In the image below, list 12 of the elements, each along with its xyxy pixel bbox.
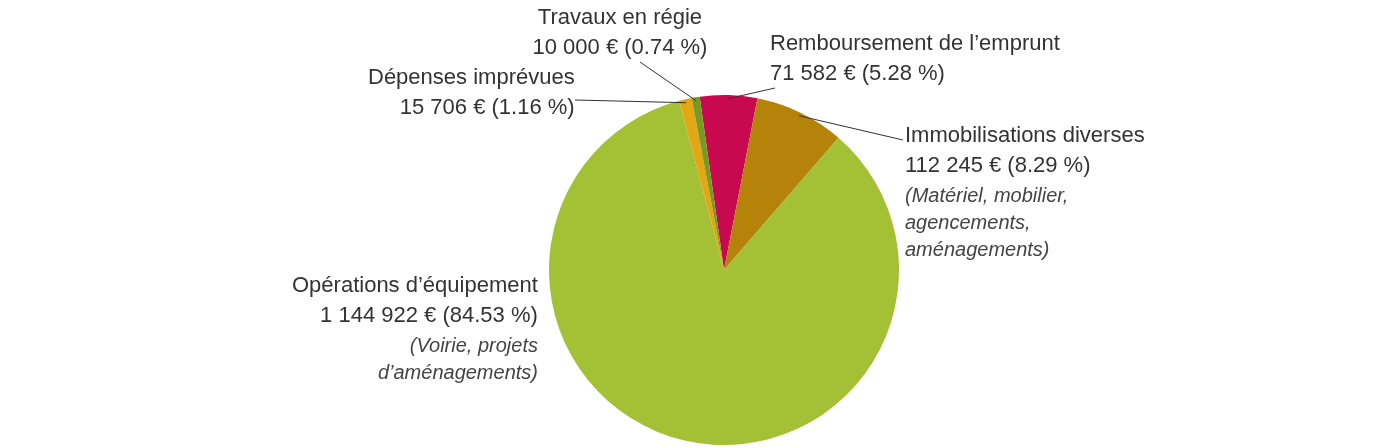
slice-label: Travaux en régie — [536, 3, 704, 31]
data-label: 71 582 € (5.28 %) — [770, 59, 946, 87]
data-label: 15 706 € (1.16 %) — [398, 93, 575, 121]
slice-label: Remboursement de l’emprunt — [770, 29, 1060, 57]
text: (Matériel, mobilier, agencements, aménagements) — [905, 183, 1070, 262]
data-label: 10 000 € (0.74 %) — [532, 33, 708, 61]
slice-label: Immobilisations diverses — [905, 121, 1145, 149]
slice-label: Opérations d’équipement — [292, 271, 538, 299]
text: (Voirie, projets d’aménagements) — [376, 333, 538, 385]
slice-label: Dépenses imprévues — [368, 63, 575, 91]
data-label: 1 144 922 € (84.53 %) — [319, 301, 538, 329]
data-label: 112 245 € (8.29 %) — [905, 151, 1092, 179]
